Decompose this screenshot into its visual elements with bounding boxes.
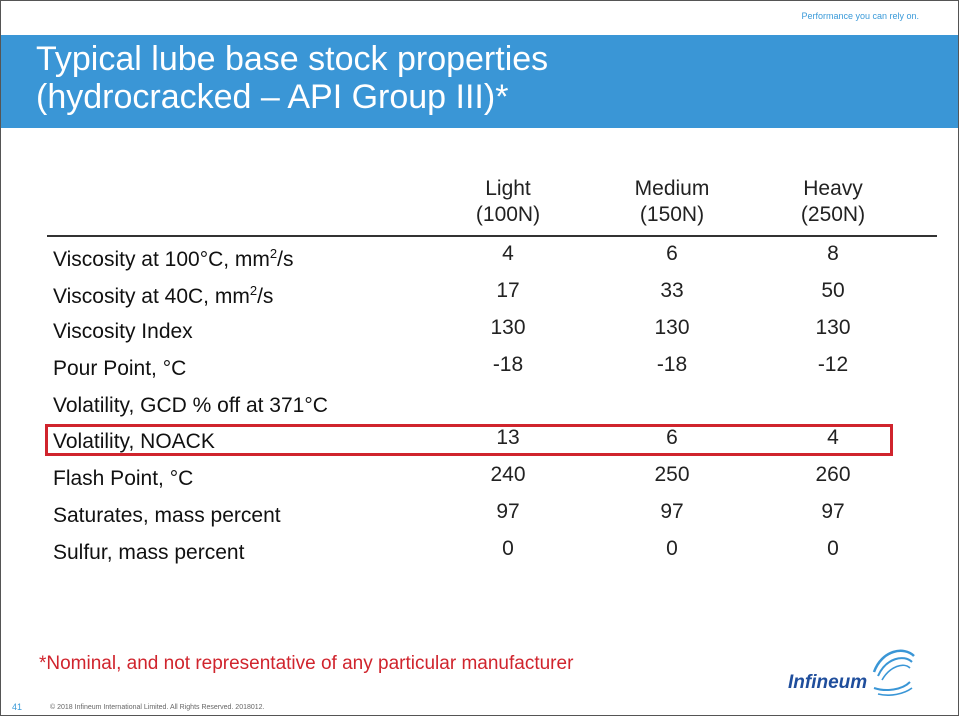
cell-heavy: 130	[815, 316, 851, 339]
cell-medium: 6	[666, 426, 678, 449]
row-label: Pour Point, °C	[53, 357, 186, 381]
tagline: Performance you can rely on.	[801, 11, 919, 21]
column-header-medium: Medium (150N)	[634, 177, 710, 226]
cell-heavy: 4	[827, 426, 839, 449]
row-label-text: Pour Point, °C	[53, 357, 187, 380]
row-label-text: Sulfur, mass percent	[53, 541, 245, 564]
row-label: Saturates, mass percent	[53, 504, 281, 528]
footnote: *Nominal, and not representative of any …	[39, 653, 574, 674]
title-banner	[1, 35, 958, 128]
column-header-light: Light (100N)	[475, 177, 541, 226]
row-label-superscript: 2	[269, 246, 278, 261]
row-label-text: Volatility, GCD % off at 371°C	[53, 394, 328, 417]
slide-title: Typical lube base stock properties (hydr…	[36, 40, 549, 116]
table-row: Sulfur, mass percent 0 0 0	[0, 534, 959, 571]
logo-text: Infineum	[788, 672, 868, 693]
highlight-box	[45, 424, 893, 456]
row-label-text: Volatility, NOACK	[53, 430, 215, 453]
row-label: Viscosity at 40C, mm2/s	[53, 283, 273, 309]
row-label-text: Flash Point, °C	[53, 467, 194, 490]
cell-light: 13	[496, 426, 520, 449]
row-label: Volatility, GCD % off at 371°C	[53, 394, 328, 418]
cell-medium: 130	[654, 316, 690, 339]
cell-light: 4	[502, 242, 514, 265]
cell-light: 240	[490, 463, 526, 486]
cell-light: -18	[492, 353, 524, 376]
row-label-unit: /s	[257, 285, 274, 308]
page-number: 41	[12, 702, 23, 712]
cell-light: 130	[490, 316, 526, 339]
table-row: Flash Point, °C 240 250 260	[0, 460, 959, 497]
table-row: Pour Point, °C -18 -18 -12	[0, 350, 959, 387]
table-row: Saturates, mass percent 97 97 97	[0, 497, 959, 534]
table-row: Viscosity at 100°C, mm2/s 4 6 8	[0, 239, 959, 276]
column-header-heavy: Heavy (250N)	[800, 177, 866, 226]
cell-medium: 6	[666, 242, 678, 265]
cell-medium: 33	[660, 279, 684, 302]
row-label: Viscosity Index	[53, 320, 193, 344]
cell-heavy: 97	[821, 500, 845, 523]
infineum-logo: Infineum	[786, 642, 916, 698]
row-label: Flash Point, °C	[53, 467, 193, 491]
row-label: Sulfur, mass percent	[53, 541, 244, 565]
cell-light: 0	[502, 537, 514, 560]
cell-medium: 0	[666, 537, 678, 560]
table-row-highlighted: Volatility, NOACK 13 6 4	[0, 423, 959, 460]
copyright-notice: © 2018 Infineum International Limited. A…	[50, 704, 265, 711]
row-label: Viscosity at 100°C, mm2/s	[53, 246, 294, 272]
table-row: Viscosity at 40C, mm2/s 17 33 50	[0, 276, 959, 313]
cell-light: 17	[496, 279, 520, 302]
row-label-unit: /s	[277, 248, 294, 271]
row-label-text: Saturates, mass percent	[53, 504, 281, 527]
row-label: Volatility, NOACK	[53, 430, 215, 454]
row-label-text: Viscosity at 40C, mm	[53, 285, 250, 308]
cell-medium: 97	[660, 500, 684, 523]
cell-heavy: 0	[827, 537, 839, 560]
cell-heavy: 260	[815, 463, 851, 486]
cell-heavy: 8	[827, 242, 839, 265]
swirl-icon	[872, 649, 915, 696]
header-rule	[47, 235, 937, 237]
row-label-text: Viscosity Index	[53, 320, 193, 343]
row-label-text: Viscosity at 100°C, mm	[53, 248, 270, 271]
cell-medium: -18	[656, 353, 688, 376]
table-row: Viscosity Index 130 130 130	[0, 313, 959, 350]
cell-heavy: 50	[821, 279, 845, 302]
cell-medium: 250	[654, 463, 690, 486]
cell-heavy: -12	[817, 353, 849, 376]
cell-light: 97	[496, 500, 520, 523]
table-row: Volatility, GCD % off at 371°C	[0, 387, 959, 424]
row-label-superscript: 2	[249, 283, 258, 298]
